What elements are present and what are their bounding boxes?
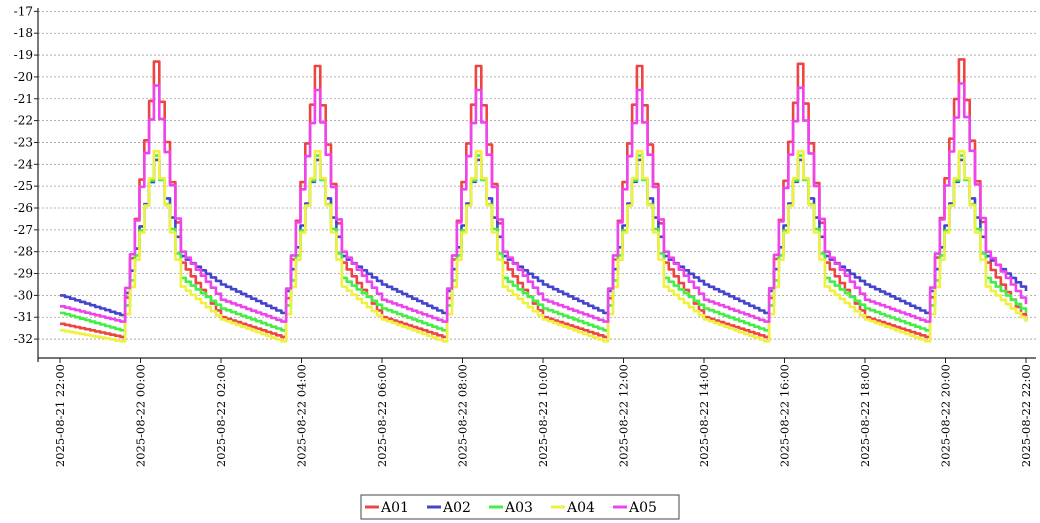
x-tick-label: 2025-08-22 22:00 <box>1019 364 1033 467</box>
x-tick-label: 2025-08-22 00:00 <box>134 364 148 467</box>
y-tick-label: -23 <box>14 135 33 149</box>
y-tick-label: -22 <box>14 114 33 128</box>
y-tick-label: -30 <box>14 288 33 302</box>
x-tick-label: 2025-08-22 12:00 <box>617 364 631 467</box>
x-tick-label: 2025-08-22 08:00 <box>456 364 470 467</box>
legend-item-a03[interactable]: A03 <box>489 500 533 516</box>
y-tick-label: -32 <box>14 332 33 346</box>
y-tick-label: -26 <box>14 201 33 215</box>
x-tick-label: 2025-08-22 14:00 <box>697 364 711 467</box>
y-tick-label: -31 <box>14 310 33 324</box>
y-tick-label: -19 <box>14 48 33 62</box>
legend-item-a02[interactable]: A02 <box>427 500 471 516</box>
y-tick-label: -21 <box>14 92 33 106</box>
x-tick-label: 2025-08-22 10:00 <box>536 364 550 467</box>
x-tick-label: 2025-08-22 04:00 <box>295 364 309 467</box>
x-tick-label: 2025-08-22 16:00 <box>778 364 792 467</box>
axis-layer: -17 -18 -19 -20 -21 -22 -23 -24 -25 -26 -27 -28 -29 -… <box>14 4 1036 467</box>
series-line-a05 <box>60 82 1028 323</box>
legend-label: A05 <box>628 500 657 516</box>
x-tick-label: 2025-08-22 20:00 <box>939 364 953 467</box>
legend-item-a01[interactable]: A01 <box>365 500 409 516</box>
legend-label: A01 <box>380 500 409 516</box>
series-line-a04 <box>60 149 1028 343</box>
y-tick-label: -18 <box>14 26 33 40</box>
legend-label: A04 <box>566 500 595 516</box>
legend-label: A02 <box>442 500 471 516</box>
y-tick-label: -17 <box>14 4 33 18</box>
y-tick-label: -27 <box>14 223 33 237</box>
y-tick-label: -20 <box>14 70 33 84</box>
series-layer <box>60 58 1028 343</box>
y-tick-label: -29 <box>14 267 33 281</box>
legend-item-a04[interactable]: A04 <box>551 500 595 516</box>
legend-item-a05[interactable]: A05 <box>613 500 657 516</box>
y-tick-label: -24 <box>14 157 34 171</box>
x-tick-label: 2025-08-22 18:00 <box>858 364 872 467</box>
legend-label: A03 <box>504 500 533 516</box>
y-tick-label: -25 <box>14 179 33 193</box>
legend[interactable]: A01 A02 A03 A04 A05 <box>360 494 680 520</box>
x-tick-label: 2025-08-22 06:00 <box>375 364 389 467</box>
series-line-a02 <box>60 158 1028 317</box>
x-tick-label: 2025-08-21 22:00 <box>53 364 67 467</box>
y-tick-label: -28 <box>14 245 33 259</box>
series-line-a03 <box>60 154 1028 332</box>
x-tick-label: 2025-08-22 02:00 <box>214 364 228 467</box>
